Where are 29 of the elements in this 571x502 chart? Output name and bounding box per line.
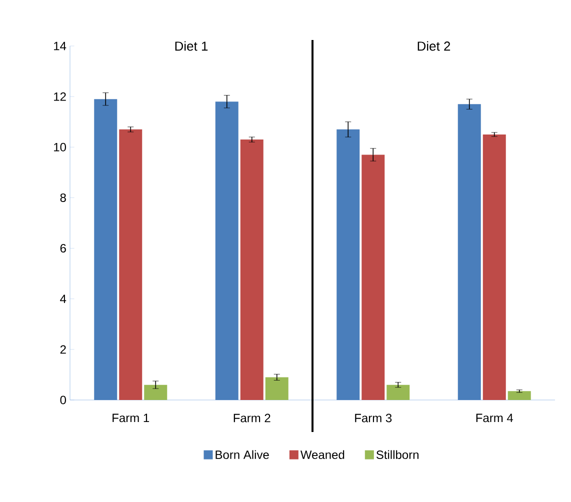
legend-label: Born Alive	[216, 450, 269, 460]
bar	[336, 129, 360, 400]
x-tick-label: Farm 4	[476, 414, 514, 422]
x-tick-label: Farm 2	[234, 414, 270, 422]
x-tick-label: Farm 1	[112, 414, 150, 422]
bar	[240, 140, 264, 400]
bar	[215, 102, 238, 400]
bar	[119, 129, 142, 400]
y-tick-label: 6	[60, 244, 66, 253]
bar	[482, 134, 506, 400]
bar	[362, 154, 385, 400]
bar	[458, 104, 481, 400]
legend-label: Stillborn	[376, 450, 418, 460]
y-tick-label: 0	[60, 396, 66, 404]
bar	[386, 384, 410, 400]
annotation: Diet 1	[175, 41, 208, 51]
annotation: Diet 2	[418, 41, 450, 51]
bar	[265, 377, 288, 400]
y-tick-label: 14	[54, 42, 66, 50]
bar	[508, 391, 531, 400]
y-tick-label: 12	[54, 92, 66, 101]
y-tick-label: 10	[54, 142, 66, 152]
y-tick-label: 8	[60, 193, 66, 202]
legend-label: Weaned	[300, 450, 344, 460]
bar	[144, 384, 168, 400]
y-tick-label: 2	[60, 345, 66, 354]
y-tick-label: 4	[60, 294, 66, 303]
bar	[94, 99, 118, 400]
x-tick-label: Farm 3	[355, 414, 392, 422]
